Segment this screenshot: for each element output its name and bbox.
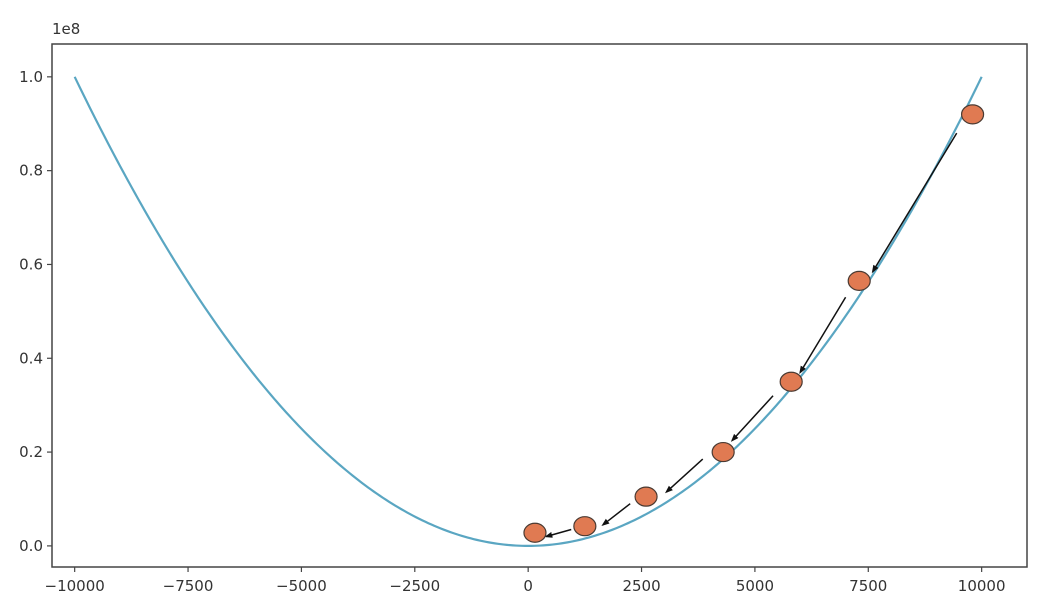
x-tick-label-8: 10000	[958, 577, 1006, 595]
x-tick-label-5: 2500	[622, 577, 660, 595]
descent-arrow-4	[601, 503, 631, 527]
descent-arrow-0	[871, 132, 958, 274]
parabola-curve	[73, 76, 983, 547]
x-tick-label-4: 0	[523, 577, 533, 595]
x-tick-label-6: 5000	[736, 577, 774, 595]
y-tick-label-4: 0.8	[19, 162, 43, 180]
y-tick-label-2: 0.4	[19, 349, 43, 367]
descent-point-3	[711, 441, 735, 463]
descent-arrow-3	[664, 458, 704, 494]
descent-arrow-2	[730, 395, 774, 442]
descent-point-0	[960, 104, 985, 125]
x-tick-label-3: −2500	[389, 577, 440, 595]
descent-arrow-5	[544, 528, 572, 538]
y-tick-label-3: 0.6	[19, 255, 43, 273]
y-tick-label-5: 1.0	[19, 68, 43, 86]
descent-point-2	[779, 371, 803, 392]
descent-point-4	[634, 486, 658, 507]
x-tick-label-1: −7500	[163, 577, 214, 595]
plot-frame	[51, 43, 1028, 568]
descent-arrow-1	[799, 296, 847, 375]
y-tick-label-1: 0.2	[19, 443, 43, 461]
y-tick-label-0: 0.0	[19, 537, 43, 555]
x-tick-label-2: −5000	[276, 577, 327, 595]
descent-point-1	[847, 270, 871, 291]
descent-point-5	[573, 516, 597, 537]
x-tick-label-0: −10000	[45, 577, 105, 595]
y-offset-label: 1e8	[52, 20, 80, 38]
descent-point-6	[523, 522, 547, 543]
x-tick-label-7: 7500	[849, 577, 887, 595]
